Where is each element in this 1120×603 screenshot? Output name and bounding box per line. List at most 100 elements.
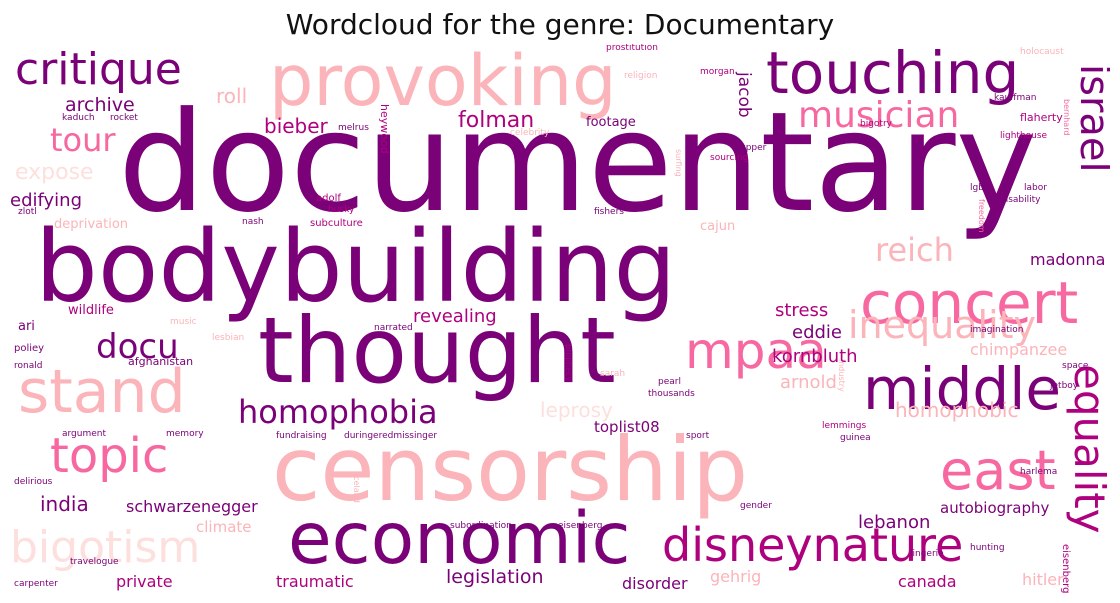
word-folman: folman [458,108,535,133]
word-disneynature: disneynature [662,518,964,572]
word-rocket: rocket [110,113,138,123]
word-lingerie: lingerie [910,549,944,559]
word-morgan: morgan [700,67,735,77]
word-censorship: censorship [272,418,749,521]
word-schwarzenegger: schwarzenegger [126,497,258,516]
word-disability: disability [1000,195,1041,205]
word-thousands: thousands [648,389,695,399]
word-edifying: edifying [10,190,83,211]
word-hitler: hitler [1022,570,1064,589]
word-carpenter: carpenter [14,579,58,589]
word-poliey: poliey [14,343,45,354]
word-deprivation: deprivation [54,217,129,232]
wordcloud: documentary bodybuilding thought censors… [10,44,1110,594]
word-fishers: fishers [594,207,624,217]
word-duringeredmissinger: duringeredmissinger [344,431,438,441]
word-lesbian: lesbian [212,333,245,343]
word-lebanon: lebanon [858,512,931,533]
word-homophobia: homophobia [238,393,438,431]
word-footage: footage [586,115,636,130]
word-inequality: inequality [848,303,1037,347]
word-lgbt: lgbt [970,183,988,193]
word-sport: sport [686,431,710,441]
word-mpaa: mpaa [685,322,827,380]
word-nash: nash [242,217,264,227]
word-provoking: provoking [269,44,617,122]
word-leprosy: leprosy [540,398,613,422]
word-freedom: freedom [977,199,986,233]
word-middle: middle [863,355,1062,423]
word-disorder: disorder [622,574,688,593]
word-husky: husky [328,205,355,215]
word-harlema: harlema [1020,467,1058,477]
word-hunting: hunting [970,543,1005,553]
word-gehrig: gehrig [710,567,762,586]
word-eisenberg-h: eisenberg [558,521,603,531]
word-cajun: cajun [700,219,736,234]
word-holocaust: holocaust [1020,47,1064,57]
word-space: space [1062,361,1089,371]
word-ronald: ronald [14,361,43,371]
word-pearl: pearl [658,377,681,387]
word-chimpanzee: chimpanzee [970,340,1068,359]
word-heywood: heywood [378,104,391,154]
word-israel: israel [1071,64,1110,173]
word-iceland: iceland [352,474,361,503]
word-revealing: revealing [413,306,497,327]
word-jacob: jacob [734,72,754,118]
word-music: music [170,317,197,327]
word-autobiography: autobiography [940,499,1050,517]
word-memory: memory [166,429,204,439]
word-argument: argument [62,429,107,439]
word-celebrity: celebrity [510,128,550,138]
word-expose: expose [15,160,94,185]
word-bigotry: bigotry [860,119,892,129]
word-bernhard: bernhard [1062,99,1071,136]
word-archive: archive [65,94,135,116]
word-surfing: surfing [674,149,683,177]
word-arnold: arnold [780,372,837,393]
word-climate: climate [196,518,252,536]
word-lemmings: lemmings [822,421,867,431]
word-roll: roll [216,84,248,108]
word-musician: musician [798,95,960,136]
word-wildlife: wildlife [68,303,114,318]
word-economic: economic [288,497,631,580]
word-critique: critique [15,44,182,95]
word-ari: ari [18,319,35,334]
word-subculture: subculture [310,218,363,229]
word-fundraising: fundraising [276,431,327,441]
word-homophobic: homophobic [895,398,1019,422]
word-religion: religion [624,71,658,81]
word-sourcing: sourcing [710,153,749,163]
word-narrated: narrated [374,323,413,333]
page-title: Wordcloud for the genre: Documentary [285,8,835,41]
word-bieber: bieber [264,114,328,138]
word-stand: stand [18,357,186,427]
word-documentary: documentary [118,82,1038,243]
word-zlotl: zlotl [18,207,37,217]
word-eddie: eddie [792,322,843,343]
word-sarah: sarah [600,369,626,379]
word-travelogue: travelogue [70,557,119,567]
word-traumatic: traumatic [276,572,354,591]
word-topic: topic [50,428,169,484]
word-reich: reich [875,231,954,269]
word-imagination: imagination [970,325,1024,335]
word-kaduch: kaduch [62,113,95,123]
word-kauffman: kauffman [994,93,1037,103]
word-guinea: guinea [840,433,871,443]
word-afghanistan: afghanistan [128,355,194,368]
word-india: india [40,492,89,516]
word-bigotism: bigotism [10,522,201,573]
word-upper: upper [740,143,767,153]
word-delirious: delirious [14,477,53,487]
word-subordination: subordination [450,521,512,531]
word-kornbluth: kornbluth [772,346,858,367]
word-madonna: madonna [1030,250,1106,269]
word-docu: docu [96,327,179,367]
word-adolf: adolf [316,193,341,204]
word-bodybuilding: bodybuilding [35,210,677,325]
word-labor: labor [1024,183,1047,193]
word-lighthouse: lighthouse [1000,131,1048,141]
